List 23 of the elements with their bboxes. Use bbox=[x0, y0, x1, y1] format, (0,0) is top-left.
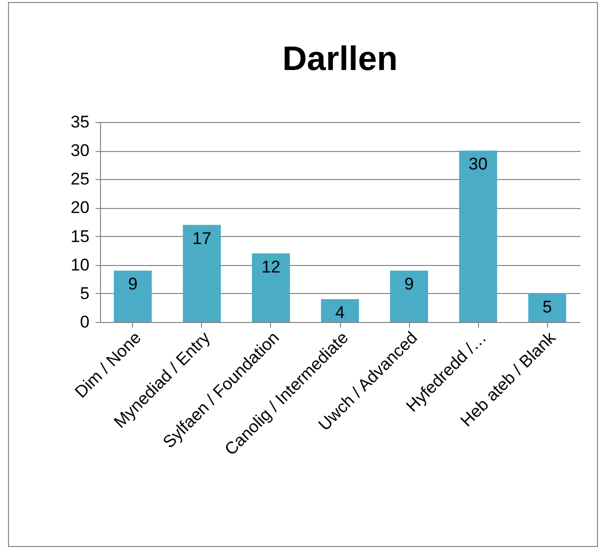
bar bbox=[182, 224, 221, 322]
bar bbox=[252, 253, 290, 322]
y-tick-label: 25 bbox=[70, 170, 90, 189]
y-tick-label: 5 bbox=[80, 284, 90, 303]
data-label: 12 bbox=[261, 257, 280, 276]
y-tick-label: 35 bbox=[70, 112, 90, 132]
data-label: 30 bbox=[468, 154, 488, 174]
data-label: 17 bbox=[192, 228, 212, 248]
bar bbox=[114, 270, 152, 322]
bar bbox=[321, 299, 359, 322]
data-label: 9 bbox=[128, 274, 138, 294]
chart-title: Darllen bbox=[282, 40, 398, 78]
bar bbox=[390, 270, 428, 322]
bar bbox=[459, 150, 498, 322]
y-tick-label: 20 bbox=[70, 198, 90, 218]
y-tick-label: 15 bbox=[70, 226, 90, 246]
data-label: 4 bbox=[335, 303, 345, 322]
y-tick-label: 30 bbox=[70, 141, 90, 160]
y-tick-label: 10 bbox=[70, 255, 90, 274]
data-label: 9 bbox=[404, 274, 414, 294]
data-label: 5 bbox=[542, 297, 552, 316]
bar bbox=[528, 293, 566, 322]
y-tick-label: 0 bbox=[80, 312, 90, 332]
